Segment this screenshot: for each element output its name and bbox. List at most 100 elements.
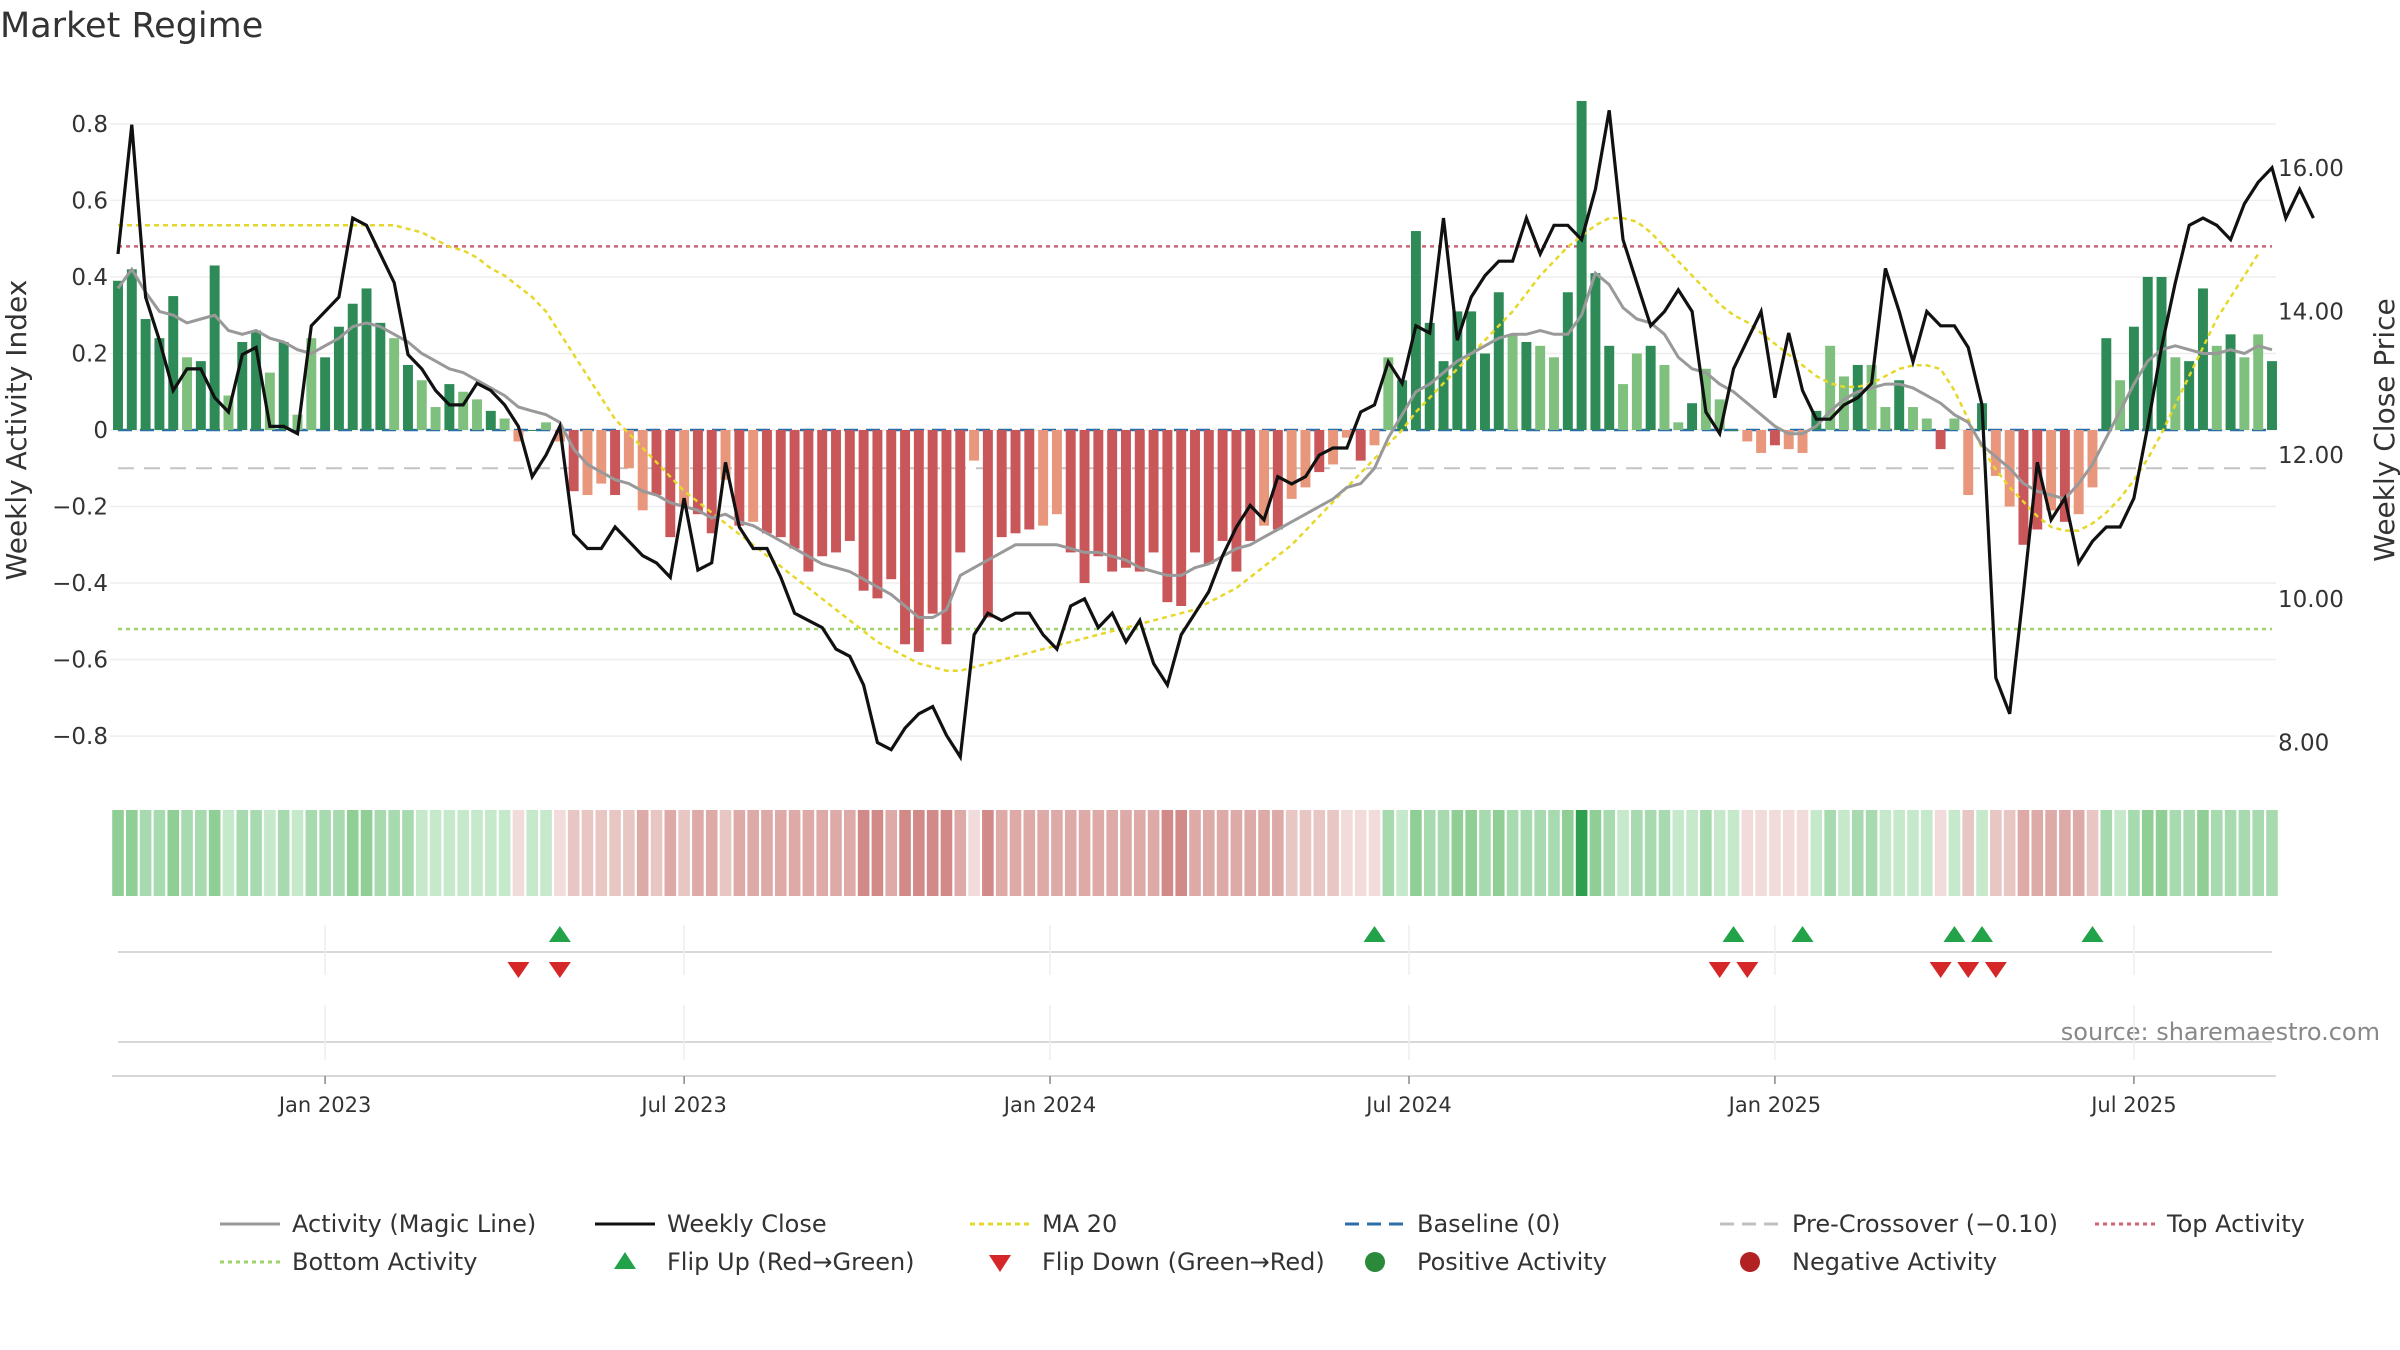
activity-bars [113, 100, 2277, 652]
flip-up-marker [1971, 926, 1994, 942]
regime-cell [181, 810, 193, 896]
left-tick-label: 0 [93, 418, 108, 444]
activity-bar [1024, 430, 1035, 530]
regime-cell [1382, 810, 1395, 896]
activity-bar [1866, 364, 1877, 430]
activity-bar [389, 338, 400, 430]
activity-bar [2225, 334, 2236, 430]
activity-bar [499, 418, 510, 430]
activity-bar [665, 430, 676, 538]
flip-up-marker [1722, 926, 1745, 942]
legend-label: MA 20 [1042, 1210, 1117, 1238]
regime-cell [2114, 810, 2126, 896]
regime-cell [1216, 810, 1229, 896]
activity-bar [775, 430, 786, 538]
activity-bar [1590, 273, 1601, 430]
activity-bar [1576, 100, 1587, 431]
regime-cell [126, 810, 138, 896]
regime-cell [692, 810, 704, 896]
legend-label: Activity (Magic Line) [292, 1210, 536, 1238]
regime-cell [1755, 810, 1767, 896]
regime-cell [926, 810, 939, 896]
regime-cell [1492, 810, 1505, 896]
activity-bar [333, 326, 344, 430]
series-lines [116, 110, 2315, 762]
regime-cell [1051, 810, 1063, 896]
flip-up-marker [2081, 926, 2104, 942]
right-tick-label: 14.00 [2278, 299, 2344, 325]
regime-cell [222, 810, 235, 896]
activity-bar [375, 322, 386, 430]
activity-bar [1949, 418, 1960, 430]
regime-cell [195, 810, 207, 896]
regime-cell [1631, 810, 1643, 896]
activity-bar [982, 430, 993, 618]
regime-cell [2059, 810, 2071, 896]
regime-cell [1617, 810, 1629, 896]
regime-cell [498, 810, 511, 896]
legend-item: Weekly Close [595, 1210, 827, 1238]
activity-bar [1134, 430, 1145, 572]
regime-cell [457, 810, 469, 896]
activity-bar [2115, 380, 2126, 430]
activity-bar [2032, 430, 2043, 530]
regime-cell [719, 810, 732, 896]
activity-bar [1259, 430, 1270, 526]
source-note: source: sharemaestro.com [2061, 1018, 2380, 1046]
activity-bar [444, 384, 455, 430]
regime-cell [2003, 810, 2016, 896]
regime-cell [1341, 810, 1353, 896]
regime-cell [1313, 810, 1326, 896]
flip-down-marker [1736, 962, 1759, 978]
regime-cell [1451, 810, 1464, 896]
activity-bar [2197, 288, 2208, 430]
flip-up-marker [1363, 926, 1386, 942]
regime-cell [1548, 810, 1560, 896]
regime-cell [1299, 810, 1312, 896]
activity-bar [1756, 430, 1767, 453]
regime-cell [2224, 810, 2237, 896]
left-tick-label: 0.2 [71, 341, 108, 367]
legend-swatch [989, 1255, 1011, 1272]
right-tick-label: 16.00 [2278, 156, 2344, 182]
activity-bar [2170, 357, 2181, 430]
regime-cell [250, 810, 262, 896]
flip-down-marker [1929, 962, 1952, 978]
left-tick-label: 0.4 [71, 265, 108, 291]
activity-bar [2142, 276, 2153, 430]
left-tick-label: −0.4 [52, 571, 108, 597]
activity-bar [1604, 345, 1615, 430]
activity-bar [154, 338, 165, 430]
legend-item: Positive Activity [1365, 1248, 1607, 1276]
regime-cell [1824, 810, 1836, 896]
regime-cell [1244, 810, 1257, 896]
activity-bar [513, 430, 524, 442]
activity-bar [237, 342, 248, 430]
activity-bar [1190, 430, 1200, 553]
flip-down-marker [548, 962, 571, 978]
activity-bar [2239, 357, 2250, 430]
activity-bar [251, 330, 262, 430]
x-tick-label: Jul 2024 [1364, 1093, 1451, 1117]
regime-cell [1078, 810, 1091, 896]
activity-bar [1935, 430, 1946, 450]
activity-bar [1120, 430, 1131, 568]
regime-cell [1009, 810, 1022, 896]
regime-cell [1092, 810, 1105, 896]
regime-cell [2045, 810, 2057, 896]
activity-bar [817, 430, 828, 557]
activity-bar [761, 430, 772, 534]
activity-bar [1245, 430, 1256, 541]
activity-bar [1535, 345, 1546, 430]
activity-bar [1700, 368, 1711, 430]
regime-cell [567, 810, 580, 896]
legend-label: Flip Up (Red→Green) [667, 1248, 915, 1276]
legend-item: Flip Down (Green→Red) [989, 1248, 1325, 1276]
activity-bar [927, 430, 938, 614]
regime-cell [112, 810, 124, 896]
regime-cell [1534, 810, 1546, 896]
legend-item: Activity (Magic Line) [220, 1210, 536, 1238]
regime-cell [1106, 810, 1118, 896]
activity-bar [430, 407, 441, 430]
